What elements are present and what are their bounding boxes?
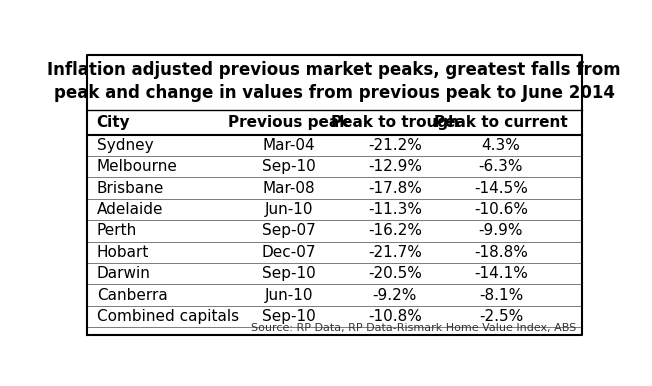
Text: Source: RP Data, RP Data-Rismark Home Value Index, ABS: Source: RP Data, RP Data-Rismark Home Va…: [252, 323, 577, 333]
Text: -20.5%: -20.5%: [368, 266, 422, 281]
Text: -17.8%: -17.8%: [368, 181, 422, 196]
Text: Dec-07: Dec-07: [261, 245, 316, 260]
Text: Adelaide: Adelaide: [96, 202, 163, 217]
Text: Peak to current: Peak to current: [434, 115, 568, 130]
Text: Jun-10: Jun-10: [265, 288, 313, 303]
Text: -10.8%: -10.8%: [368, 309, 422, 324]
Text: -2.5%: -2.5%: [479, 309, 523, 324]
Text: -11.3%: -11.3%: [368, 202, 422, 217]
Text: Inflation adjusted previous market peaks, greatest falls from: Inflation adjusted previous market peaks…: [48, 61, 621, 78]
Text: -16.2%: -16.2%: [368, 223, 422, 239]
Text: Sep-10: Sep-10: [262, 159, 316, 174]
Text: Canberra: Canberra: [96, 288, 168, 303]
Text: -14.5%: -14.5%: [474, 181, 528, 196]
Text: -6.3%: -6.3%: [479, 159, 523, 174]
Text: -8.1%: -8.1%: [479, 288, 523, 303]
Text: Sydney: Sydney: [96, 138, 153, 153]
Text: Combined capitals: Combined capitals: [96, 309, 239, 324]
Text: Melbourne: Melbourne: [96, 159, 177, 174]
Text: Sep-10: Sep-10: [262, 309, 316, 324]
Text: -9.9%: -9.9%: [479, 223, 523, 239]
Text: Sep-07: Sep-07: [262, 223, 316, 239]
Text: Previous peak: Previous peak: [228, 115, 349, 130]
Text: Hobart: Hobart: [96, 245, 149, 260]
Text: Sep-10: Sep-10: [262, 266, 316, 281]
Text: Jun-10: Jun-10: [265, 202, 313, 217]
Text: -21.2%: -21.2%: [368, 138, 422, 153]
Text: Darwin: Darwin: [96, 266, 151, 281]
Text: -21.7%: -21.7%: [368, 245, 422, 260]
Text: -14.1%: -14.1%: [474, 266, 528, 281]
Text: -12.9%: -12.9%: [368, 159, 422, 174]
Text: Peak to trough: Peak to trough: [331, 115, 459, 130]
Text: Mar-08: Mar-08: [262, 181, 315, 196]
Text: Perth: Perth: [96, 223, 137, 239]
Text: -9.2%: -9.2%: [372, 288, 417, 303]
Text: -18.8%: -18.8%: [474, 245, 528, 260]
Text: City: City: [96, 115, 130, 130]
Text: -10.6%: -10.6%: [474, 202, 528, 217]
Text: peak and change in values from previous peak to June 2014: peak and change in values from previous …: [53, 84, 615, 102]
Text: Brisbane: Brisbane: [96, 181, 164, 196]
Text: Mar-04: Mar-04: [262, 138, 315, 153]
Text: 4.3%: 4.3%: [481, 138, 520, 153]
